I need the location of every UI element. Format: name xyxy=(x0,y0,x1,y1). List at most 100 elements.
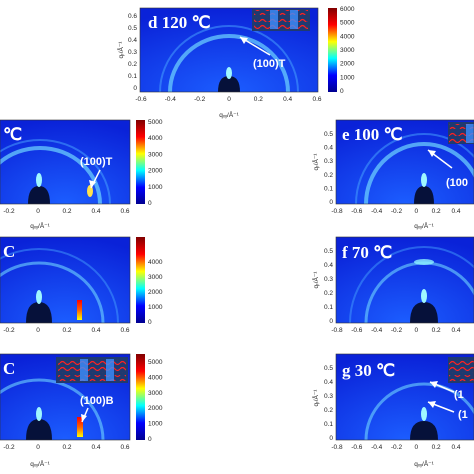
panel-d-colorbar-tick: 4000 xyxy=(340,33,355,40)
panel-b-ring xyxy=(0,261,105,324)
panel-g-x-tick: -0.8 xyxy=(331,444,343,451)
panel-c-chain-1 xyxy=(58,359,126,365)
panel-a-colorbar-tick: 4000 xyxy=(148,135,163,142)
panel-b-hotspot xyxy=(77,300,82,320)
panel-d-colorbar-tick: 5000 xyxy=(340,20,355,27)
panel-b-colorbar-tick: 3000 xyxy=(148,274,163,281)
panel-d-schematic xyxy=(252,9,310,31)
panel-d-specular xyxy=(226,67,232,79)
panel-g-x-tick: 0 xyxy=(415,444,419,451)
panel-c-x-tick: -0.2 xyxy=(3,444,15,451)
panel-g-annotation-top: (1 xyxy=(454,389,464,401)
panel-d-outer-ring xyxy=(159,25,299,93)
panel-g-x-tick: 0.4 xyxy=(451,444,460,451)
panel-c-x-tick: 0.6 xyxy=(120,444,129,451)
panel-c-annotation: (100)B xyxy=(80,395,114,407)
panel-a-arrowhead xyxy=(89,180,96,188)
panel-e-specular xyxy=(421,173,427,187)
panel-g-x-label: qₓᵧ/Å⁻¹ xyxy=(414,459,434,468)
panel-f-outer-ring xyxy=(349,246,474,324)
panel-g-title: g 30 ℃ xyxy=(342,361,395,380)
panel-d-colorbar-tick: 2000 xyxy=(340,61,355,68)
panel-e-outer-ring xyxy=(355,133,474,205)
panel-d-y-tick: 0.1 xyxy=(128,73,137,80)
panel-c: C (100)B -0.2 0 0.2 0.4 0.6 5000 4000 3000 2000… xyxy=(0,353,163,468)
panel-c-frame xyxy=(0,353,131,441)
panel-c-schematic xyxy=(56,357,128,383)
panel-g-schematic xyxy=(448,357,474,383)
panel-c-colorbar-tick: 2000 xyxy=(148,405,163,412)
panel-c-beamstop xyxy=(26,419,52,440)
panel-d-arrowhead xyxy=(240,37,248,44)
panel-f-y-tick: 0.5 xyxy=(324,248,333,255)
panel-a-x-tick: 0 xyxy=(36,208,40,215)
panel-d-y-tick: 0.6 xyxy=(128,13,137,20)
panel-g-frame xyxy=(335,353,474,441)
panel-a-colorbar-tick: 2000 xyxy=(148,168,163,175)
panel-c-colorbar-tick: 5000 xyxy=(148,359,163,366)
panel-g-x-tick: -0.4 xyxy=(371,444,383,451)
panel-e-beamstop xyxy=(414,186,434,204)
panel-b-colorbar-tick: 0 xyxy=(148,319,152,326)
panel-c-chain-3 xyxy=(58,375,126,381)
panel-f-title: f 70 ℃ xyxy=(342,243,392,262)
panel-d-frame xyxy=(139,7,319,93)
panel-g-chain-1 xyxy=(449,359,474,365)
panel-d-x-tick: -0.2 xyxy=(194,96,206,103)
panel-d-chain-1 xyxy=(254,10,308,15)
panel-g-arrowhead-bottom xyxy=(428,401,436,408)
panel-a-colorbar-tick: 1000 xyxy=(148,184,163,191)
panel-b-colorbar xyxy=(136,237,145,323)
panel-d-y-tick: 0.4 xyxy=(128,37,137,44)
panel-g-y-tick: 0.3 xyxy=(324,393,333,400)
panel-a-annotation: (100)T xyxy=(80,156,113,168)
panel-e-y-tick: 0.4 xyxy=(324,145,333,152)
panel-d-colorbar xyxy=(328,8,337,92)
panel-c-colorbar-tick: 4000 xyxy=(148,374,163,381)
panel-c-ring xyxy=(0,378,105,441)
panel-b-beamstop xyxy=(26,302,52,323)
panel-f-y-tick: 0 xyxy=(329,318,333,325)
panel-c-block-1 xyxy=(80,359,88,381)
panel-d-y-tick: 0.5 xyxy=(128,25,137,32)
panel-e-chain-1 xyxy=(449,124,474,129)
panel-b-title: C xyxy=(3,242,15,261)
panel-a-colorbar-tick: 5000 xyxy=(148,119,163,126)
panel-e-x-label: qₓᵧ/Å⁻¹ xyxy=(414,221,434,230)
panel-g-beamstop xyxy=(410,421,438,440)
panel-b-colorbar-tick: 2000 xyxy=(148,289,163,296)
panel-b-x-tick: 0.2 xyxy=(62,327,71,334)
panel-b-frame xyxy=(0,236,131,324)
panel-g-annotation-bottom: (1 xyxy=(458,409,468,421)
panel-d-chain-2 xyxy=(254,17,308,22)
panel-d-x-tick: 0.2 xyxy=(254,96,263,103)
panel-b-x-tick: -0.2 xyxy=(3,327,15,334)
panel-e-x-tick: 0.2 xyxy=(432,208,441,215)
panel-f-frame xyxy=(335,236,474,324)
panel-b-x-tick: 0.4 xyxy=(91,327,100,334)
panel-e-chain-2 xyxy=(449,131,474,136)
panel-a-colorbar-tick: 0 xyxy=(148,200,152,207)
panel-a-specular xyxy=(36,173,42,187)
panel-a-colorbar xyxy=(136,120,145,204)
panel-a-x-tick: 0.2 xyxy=(62,208,71,215)
panel-d-colorbar-tick: 1000 xyxy=(340,74,355,81)
panel-a-x-label: qₓᵧ/Å⁻¹ xyxy=(30,221,50,230)
panel-e-schematic xyxy=(448,122,474,144)
panel-c-hotspot xyxy=(77,417,83,437)
panel-e-annotation: (100 xyxy=(446,177,468,189)
panel-d-colorbar-tick: 6000 xyxy=(340,6,355,13)
panel-f-x-tick: -0.6 xyxy=(351,327,363,334)
panel-a-frame xyxy=(0,119,131,205)
panel-b-x-tick: 0.6 xyxy=(120,327,129,334)
panel-b: C -0.2 0 0.2 0.4 0.6 4000 3000 2000 1000 0 xyxy=(0,236,163,334)
panel-g-x-tick: -0.6 xyxy=(351,444,363,451)
panel-b-x-tick: 0 xyxy=(36,327,40,334)
panel-c-block-2 xyxy=(106,359,114,381)
panel-a-ring xyxy=(0,146,102,205)
panel-g-ring xyxy=(364,382,474,441)
panel-e-y-tick: 0.2 xyxy=(324,172,333,179)
panel-f-y-label: qᵣ/Å⁻¹ xyxy=(311,271,320,289)
panel-f-x-tick: 0.4 xyxy=(451,327,460,334)
panel-a-beamstop xyxy=(28,186,50,204)
